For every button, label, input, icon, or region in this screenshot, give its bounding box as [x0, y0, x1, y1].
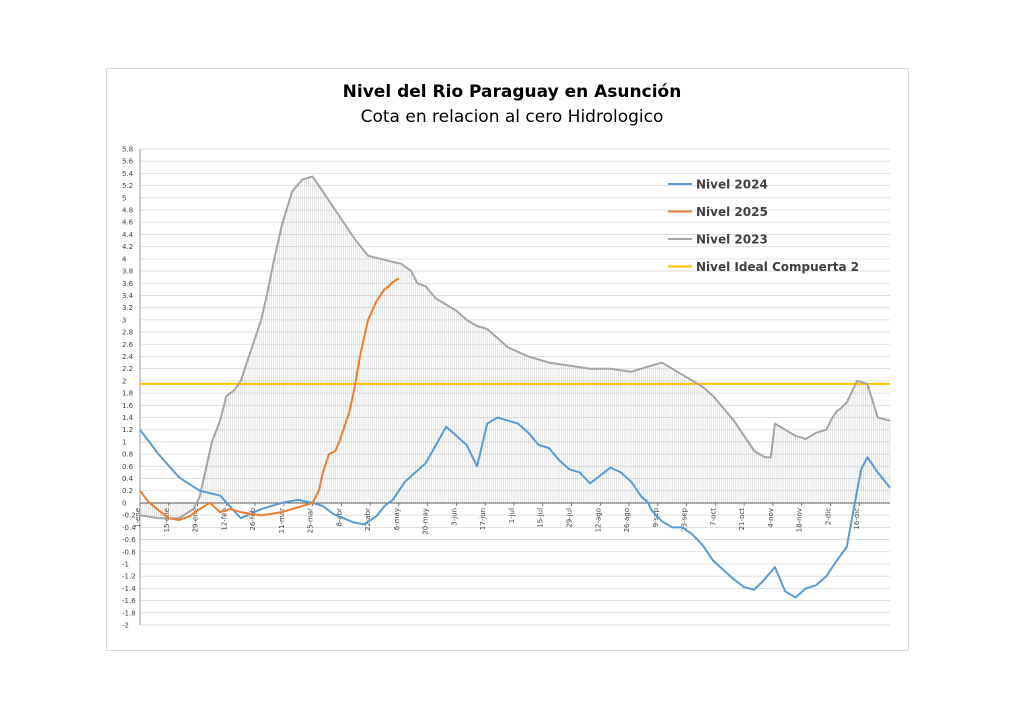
y-tick-label: -0.2: [122, 512, 136, 520]
y-tick-label: -0.6: [122, 536, 136, 544]
y-tick-label: 2.8: [122, 329, 133, 337]
legend-label-nivel-2023: Nivel 2023: [696, 233, 768, 247]
y-tick-label: 0.2: [122, 487, 133, 495]
x-tick-label: 7-oct: [709, 508, 717, 526]
axis-layer: 5.8 5.6 5.4 5.2 5 4.8 4.6 4.4 4.2 4 3.8 3.6 3.4 3.2 3 2…: [122, 146, 890, 630]
x-tick-label: 17-jun: [479, 508, 487, 530]
y-tick-label: 3.8: [122, 268, 133, 276]
x-tick-label: 26-feb: [249, 507, 257, 530]
chart-subtitle: Cota en relacion al cero Hidrologico: [360, 107, 664, 127]
x-tick-label: 15-ene: [163, 508, 171, 532]
x-tick-label: 4-nov: [767, 508, 775, 528]
y-tick-label: 3.6: [122, 280, 134, 288]
x-tick-label: 20-may: [422, 508, 430, 535]
y-tick-label: -1.6: [122, 597, 136, 605]
y-tick-label: 4: [122, 255, 127, 263]
y-tick-label: 1.6: [122, 402, 134, 410]
y-tick-label: 4.2: [122, 243, 133, 251]
y-tick-label: -1.8: [122, 609, 136, 617]
x-tick-label: 1-ene: [134, 508, 142, 528]
series-line-nivel-2023: [139, 175, 891, 520]
y-tick-label: 0.6: [122, 463, 134, 471]
y-tick-label: 5.4: [122, 170, 134, 178]
y-tick-label: 2.2: [122, 365, 133, 373]
y-tick-label: 1.2: [122, 426, 133, 434]
y-tick-label: 2.6: [122, 341, 134, 349]
y-tick-label: 1.8: [122, 390, 133, 398]
y-tick-label: -1: [122, 560, 129, 568]
x-tick-label: 2-dic: [824, 508, 832, 525]
series-layer: [139, 175, 891, 599]
x-tick-label: 22-abr: [364, 508, 372, 531]
x-tick-label: 15-jul: [537, 508, 545, 528]
x-tick-label: 23-sep: [681, 507, 689, 531]
y-tick-label: 5.8: [122, 146, 133, 154]
y-tick-label: -0.4: [122, 524, 136, 532]
legend-label-nivel-2025: Nivel 2025: [696, 205, 768, 219]
fill-layer: [139, 176, 891, 519]
legend-label-nivel-ideal-compuerta-2: Nivel Ideal Compuerta 2: [696, 260, 859, 274]
y-tick-label: 1.4: [122, 414, 134, 422]
y-tick-label: -1.2: [122, 573, 136, 581]
series-line-nivel-2024: [139, 416, 891, 599]
y-tick-label: 0.8: [122, 451, 133, 459]
x-tick-label: 6-may: [393, 508, 401, 530]
x-tick-label: 29-jul: [566, 508, 574, 528]
x-tick-label: 9-sep: [652, 507, 660, 527]
y-tick-label: 3.4: [122, 292, 134, 300]
y-tick-label: 5.6: [122, 158, 134, 166]
chart-title: Nivel del Rio Paraguay en Asunción: [342, 82, 682, 102]
x-tick-label: 18-nov: [796, 508, 804, 532]
y-tick-label: 5.2: [122, 182, 133, 190]
x-tick-label: 3-jun: [450, 508, 458, 526]
x-tick-label: 12-ago: [594, 508, 602, 532]
y-tick-label: 0: [122, 499, 126, 507]
x-tick-label: 16-dic: [853, 508, 861, 530]
x-tick-label: 29-ene: [192, 508, 200, 532]
y-tick-label: 4.6: [122, 219, 134, 227]
y-tick-label: 4.8: [122, 207, 133, 215]
y-tick-label: -0.8: [122, 548, 136, 556]
y-tick-label: 2.4: [122, 353, 134, 361]
series-line-nivel-2025: [139, 277, 400, 521]
x-tick-label: 25-mar: [307, 508, 315, 534]
x-tick-label: 1-jul: [508, 508, 516, 523]
y-tick-label: 0.4: [122, 475, 134, 483]
x-tick-label: 26-ago: [623, 508, 631, 532]
legend: Nivel 2024 Nivel 2025 Nivel 2023 Nivel Idea…: [668, 178, 859, 274]
legend-label-nivel-2024: Nivel 2024: [696, 178, 768, 192]
y-tick-label: 3.2: [122, 304, 133, 312]
y-tick-label: -2: [122, 622, 129, 630]
y-tick-label: 4.4: [122, 231, 134, 239]
x-tick-label: 21-oct: [738, 508, 746, 531]
y-tick-label: -1.4: [122, 585, 136, 593]
y-tick-label: 5: [122, 194, 126, 202]
x-tick-label: 11-mar: [278, 508, 286, 534]
y-tick-label: 2: [122, 377, 126, 385]
grid-layer: [140, 148, 890, 626]
chart-frame: [106, 68, 909, 651]
x-tick-label: 12-feb: [220, 507, 228, 530]
y-tick-label: 1: [122, 438, 126, 446]
y-tick-label: 3: [122, 316, 126, 324]
